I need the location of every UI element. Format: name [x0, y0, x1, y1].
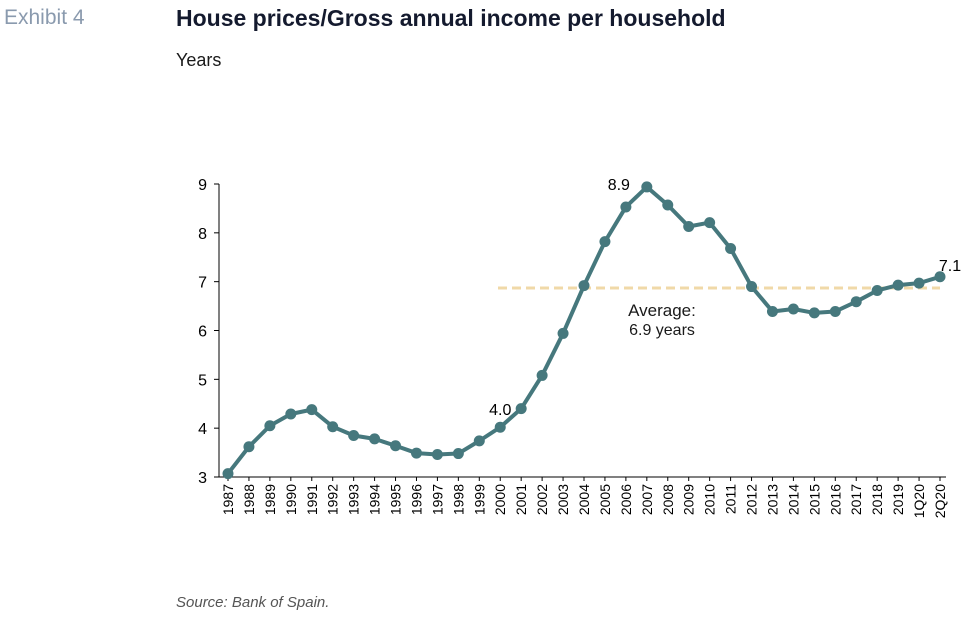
data-point [327, 421, 339, 433]
data-point [557, 327, 569, 339]
exhibit-label: Exhibit 4 [4, 6, 85, 29]
x-tick-label: 1988 [241, 484, 257, 515]
line-chart: Average:6.9 years 1987 1988 1989 1990 1991 19… [198, 177, 961, 518]
x-tick-label: 1987 [220, 484, 236, 515]
data-point [683, 220, 695, 232]
data-point [536, 369, 548, 381]
x-tick-label: 2012 [744, 484, 760, 515]
x-tick-label: 1989 [262, 484, 278, 515]
data-label: 7.1 [939, 258, 961, 275]
data-point [243, 441, 255, 453]
data-point [515, 403, 527, 415]
data-labels: 4.0 8.9 7.1 [489, 177, 961, 419]
series-group [222, 181, 946, 480]
data-point [431, 449, 443, 461]
data-point [222, 468, 234, 480]
y-tick-label: 4 [198, 421, 207, 438]
x-tick-label: 2018 [869, 484, 885, 515]
data-point [390, 440, 402, 452]
source-note: Source: Bank of Spain. [176, 594, 330, 611]
data-point [348, 429, 360, 441]
x-tick-label: 1999 [471, 484, 487, 515]
x-tick-label: 2000 [492, 484, 508, 515]
data-point [578, 280, 590, 292]
y-tick-label: 5 [198, 372, 207, 389]
data-point [850, 296, 862, 308]
data-point [306, 404, 318, 416]
x-tick-label: 2019 [890, 484, 906, 515]
data-point [871, 284, 883, 296]
data-point [285, 408, 297, 420]
data-point [641, 181, 653, 193]
data-point [746, 281, 758, 293]
x-tick-label: 1992 [325, 484, 341, 515]
x-tick-label: 1996 [408, 484, 424, 515]
data-point [787, 303, 799, 315]
data-point [808, 307, 820, 319]
x-tick-label: 2004 [576, 484, 592, 515]
average-group: Average: 6.9 years [498, 286, 940, 339]
x-tick-label: 2007 [639, 484, 655, 515]
data-point [662, 199, 674, 211]
data-point [264, 420, 276, 432]
y-tick-label: 7 [198, 275, 207, 292]
x-tick-label: 1993 [346, 484, 362, 515]
data-point [473, 435, 485, 447]
data-label: 4.0 [489, 402, 511, 419]
data-label: 8.9 [608, 177, 630, 194]
y-tick-label: 6 [198, 324, 207, 341]
data-point [892, 279, 904, 291]
data-point [725, 242, 737, 254]
x-tick-label: 2006 [618, 484, 634, 515]
data-point [369, 433, 381, 445]
axes [214, 183, 946, 481]
x-tick-label: 2009 [681, 484, 697, 515]
data-point [934, 271, 946, 283]
data-point [620, 201, 632, 213]
x-tick-label: 2016 [827, 484, 843, 515]
x-tick-label: 1990 [283, 484, 299, 515]
y-tick-label: 9 [198, 177, 207, 194]
average-value-label: 6.9 years [629, 322, 695, 339]
data-point [452, 448, 464, 460]
x-tick-label: 1991 [304, 484, 320, 515]
x-tick-label: 1997 [429, 484, 445, 515]
data-point [829, 305, 841, 317]
x-tick-label: 2011 [723, 484, 739, 514]
y-tick-label: 3 [198, 470, 207, 487]
average-label: Average: [628, 301, 696, 320]
x-tick-label: 1994 [367, 484, 383, 515]
x-tick-label: 2002 [534, 484, 550, 515]
x-tick-label: 2017 [848, 484, 864, 515]
data-point [704, 217, 716, 229]
chart-title: House prices/Gross annual income per hou… [176, 5, 726, 31]
y-unit-label: Years [176, 50, 222, 70]
x-tick-label: 1995 [388, 484, 404, 515]
data-point [599, 236, 611, 248]
x-tick-label: 2003 [555, 484, 571, 515]
x-tick-label: 2013 [764, 484, 780, 515]
data-point [766, 305, 778, 317]
x-tick-label: 2015 [806, 484, 822, 515]
y-tick-labels: 3 4 5 6 7 8 9 [198, 177, 207, 487]
data-point [410, 447, 422, 459]
x-tick-label: 2005 [597, 484, 613, 515]
y-tick-label: 8 [198, 226, 207, 243]
x-tick-label: 1Q20 [911, 484, 927, 518]
x-tick-labels: 1987 1988 1989 1990 1991 1992 1993 1994 1995 1996… [220, 484, 948, 518]
x-tick-label: 2Q20 [932, 484, 948, 518]
x-tick-label: 2001 [513, 484, 529, 515]
data-point [494, 421, 506, 433]
x-tick-label: 2010 [702, 484, 718, 515]
data-point [913, 277, 925, 289]
x-tick-label: 2014 [785, 484, 801, 515]
x-tick-label: 1998 [450, 484, 466, 515]
x-tick-label: 2008 [660, 484, 676, 515]
